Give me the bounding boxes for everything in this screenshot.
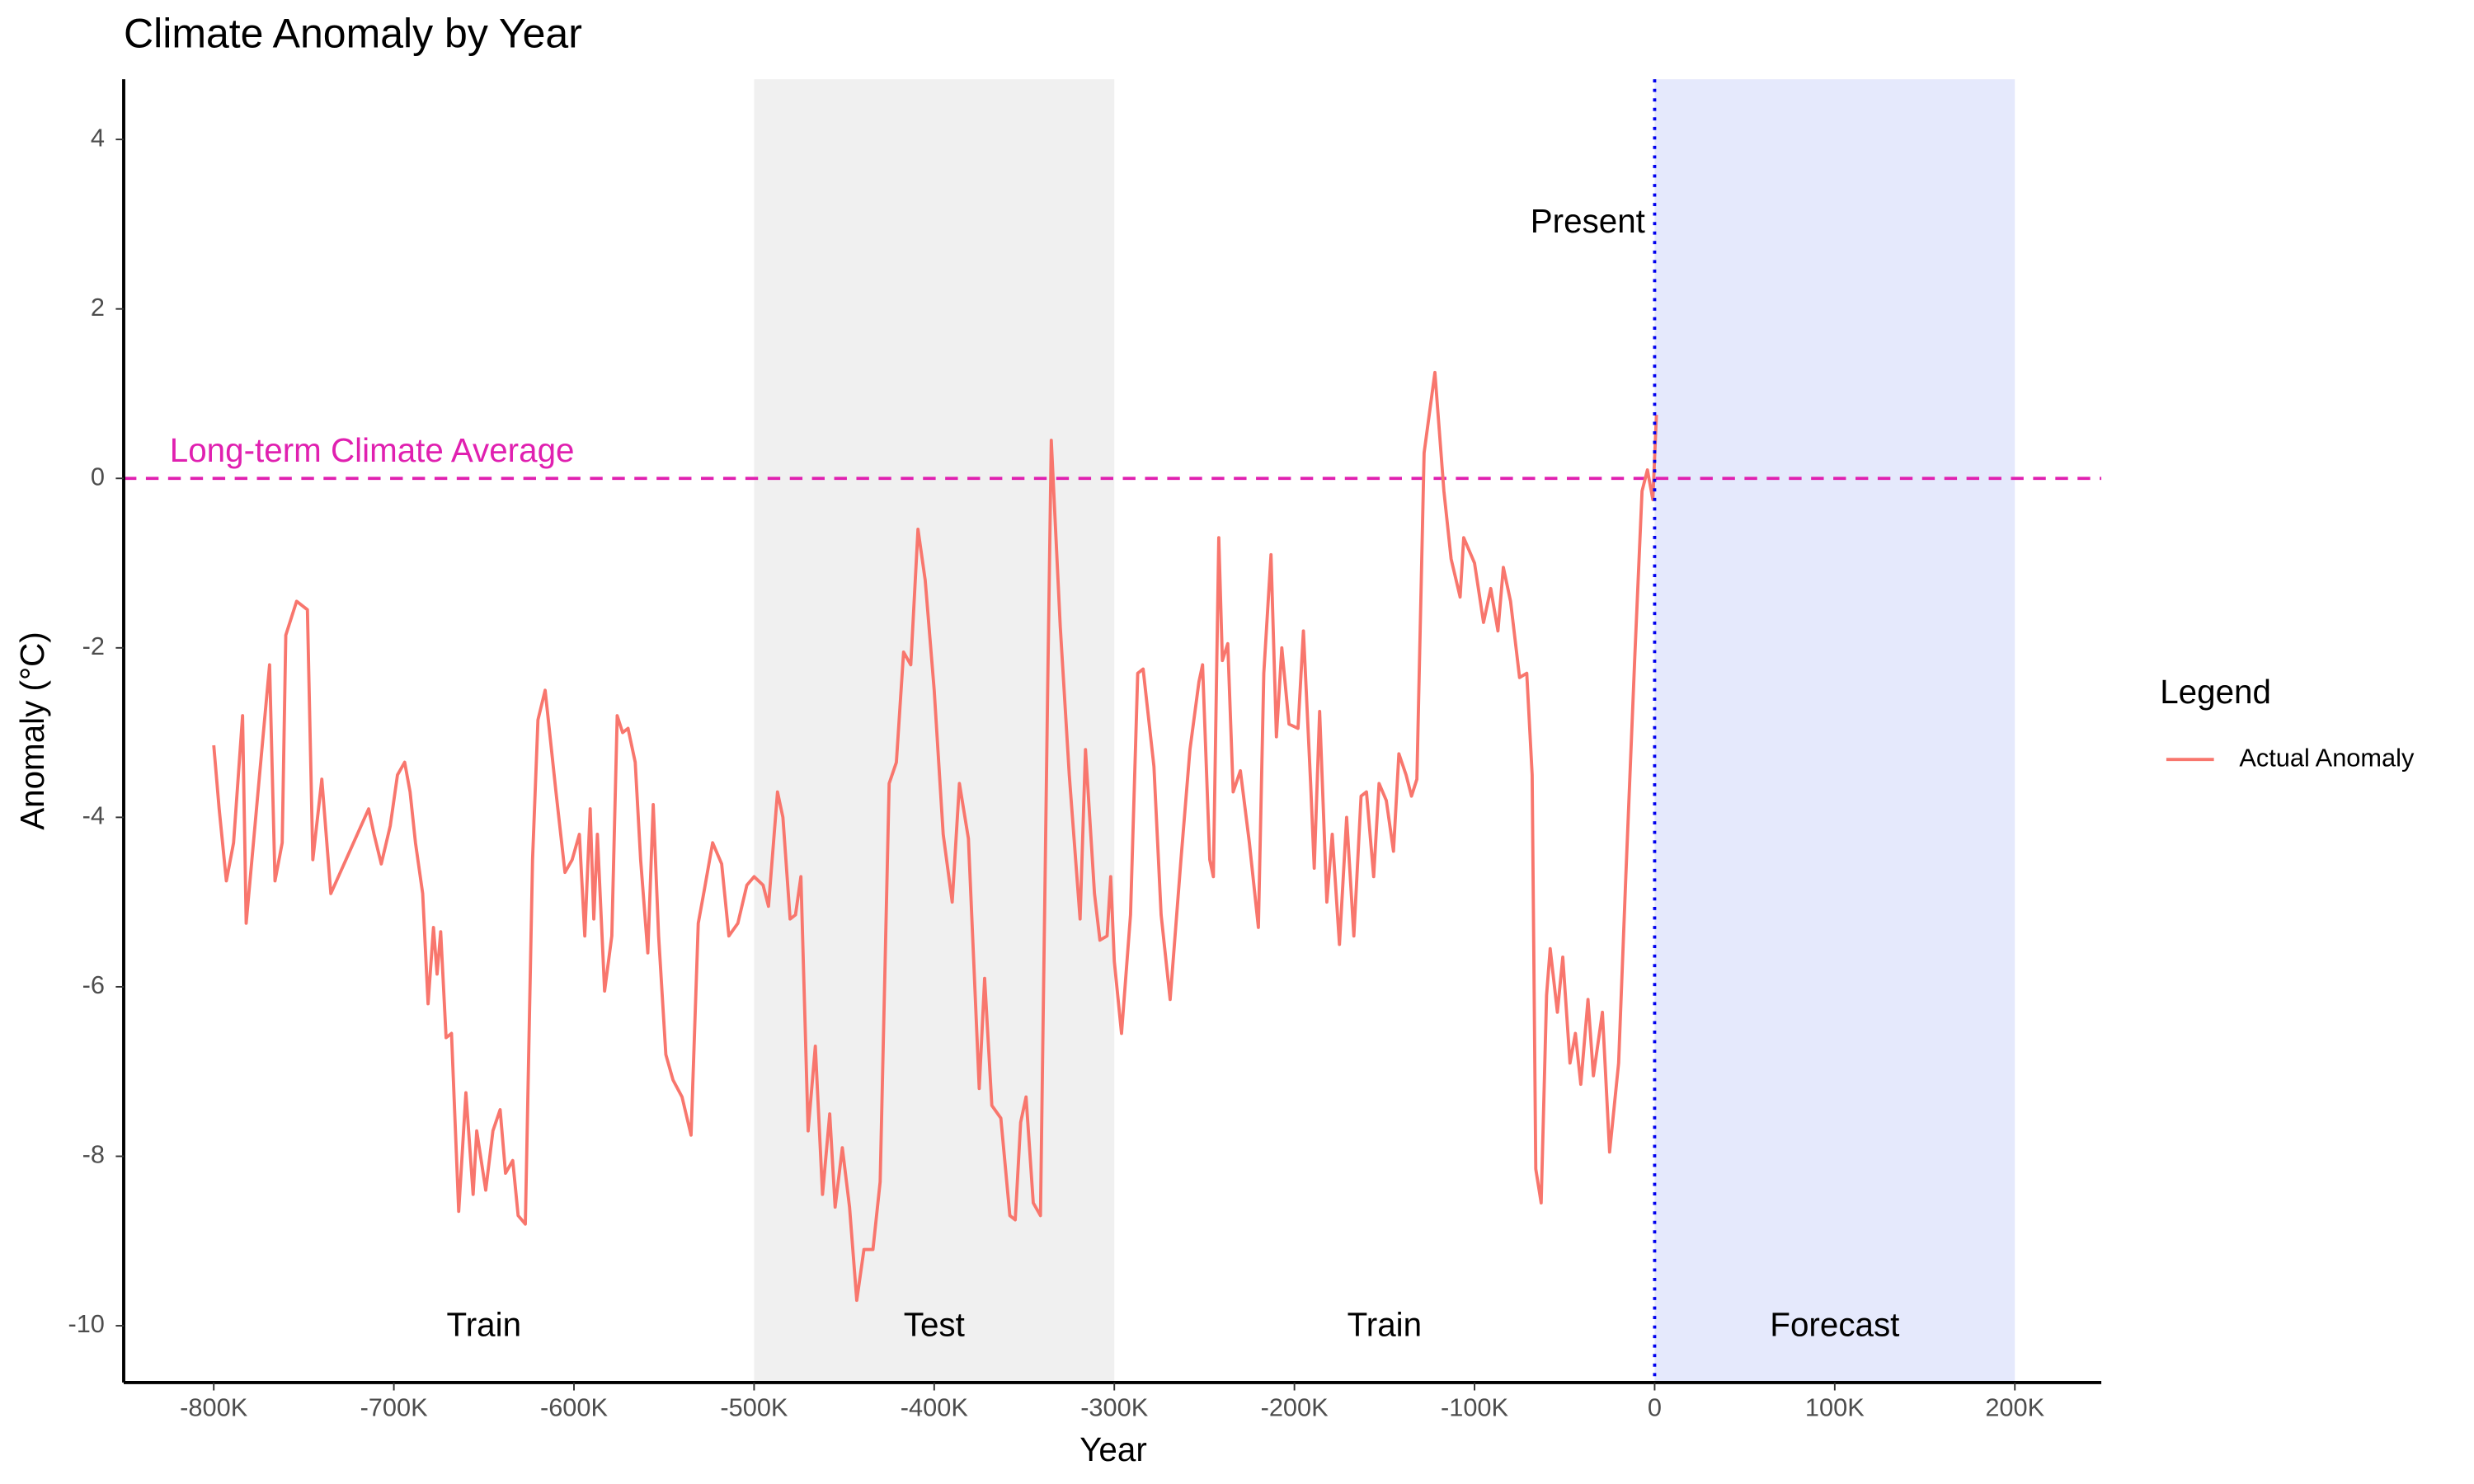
chart-title: Climate Anomaly by Year (124, 10, 582, 56)
y-axis-label: Anomaly (°C) (13, 632, 51, 830)
region-label: Train (447, 1305, 522, 1343)
legend-label: Actual Anomaly (2239, 743, 2415, 772)
x-tick-label: -600K (540, 1393, 609, 1422)
region-label: Test (904, 1305, 965, 1343)
region-label: Train (1348, 1305, 1423, 1343)
region-band (1654, 79, 2015, 1383)
y-tick-label: 0 (91, 462, 105, 491)
y-tick-label: -10 (68, 1309, 104, 1338)
y-tick-label: -2 (82, 632, 105, 660)
legend-title: Legend (2160, 673, 2271, 711)
y-tick-label: -8 (82, 1140, 105, 1169)
x-tick-label: 200K (1985, 1393, 2044, 1422)
reference-label: Long-term Climate Average (170, 431, 575, 469)
x-tick-label: 100K (1805, 1393, 1865, 1422)
region-band (754, 79, 1115, 1383)
x-tick-label: -500K (720, 1393, 788, 1422)
x-tick-label: -200K (1261, 1393, 1329, 1422)
x-axis-label: Year (1079, 1430, 1147, 1468)
reference-label: Present (1531, 202, 1645, 240)
x-tick-label: -700K (360, 1393, 429, 1422)
x-tick-label: 0 (1648, 1393, 1662, 1422)
x-tick-label: -400K (901, 1393, 969, 1422)
region-label: Forecast (1770, 1305, 1899, 1343)
y-tick-label: -6 (82, 970, 105, 999)
data-line (212, 370, 1658, 1303)
x-tick-label: -100K (1441, 1393, 1509, 1422)
x-tick-label: -800K (180, 1393, 248, 1422)
y-tick-label: -4 (82, 801, 105, 829)
y-tick-label: 2 (91, 293, 105, 322)
x-tick-label: -300K (1080, 1393, 1149, 1422)
y-tick-label: 4 (91, 123, 105, 152)
